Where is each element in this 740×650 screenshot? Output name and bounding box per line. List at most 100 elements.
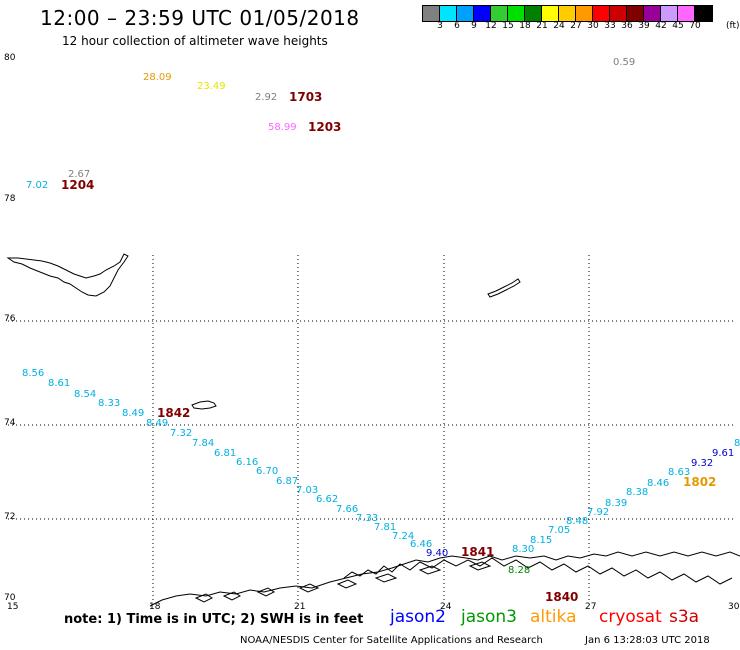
legend-label: 15 [502,21,514,31]
legend-label: 9 [471,21,477,31]
wave-height-value: 7.02 [26,180,48,191]
satellite-name-jason3: jason3 [461,607,517,627]
legend-swatch [593,6,610,21]
legend-label: 27 [570,21,582,31]
wave-height-value: 8.33 [98,398,120,409]
legend-swatch [491,6,508,21]
legend-swatch [440,6,457,21]
satellite-name-s3a: s3a [669,607,700,627]
wave-height-value: 9.32 [691,458,713,469]
longitude-label: 21 [294,602,305,612]
wave-height-value: 8.61 [48,378,70,389]
legend-label: 39 [638,21,650,31]
legend-swatch [525,6,542,21]
latitude-label: 74 [4,418,16,428]
norway-fjords [343,557,733,585]
legend-label: 33 [604,21,616,31]
longitude-label: 27 [585,602,596,612]
satellite-name-jason2: jason2 [390,607,446,627]
legend-swatch [695,6,712,21]
legend-swatch [457,6,474,21]
legend-swatch [559,6,576,21]
legend-label: 6 [454,21,460,31]
wave-height-value: 8.38 [626,487,648,498]
coastlines [6,253,740,607]
wave-height-value: 8.49 [122,408,144,419]
wave-height-value: 7.03 [296,485,318,496]
legend-swatch [644,6,661,21]
observation-time-label: 1703 [289,90,322,104]
legend-label: 30 [587,21,599,31]
latitude-label: 76 [4,314,16,324]
observation-time-label: 1203 [308,120,341,134]
norway-islands [194,561,492,603]
observation-labels: 28.09 23.49 2.92 0.59 58.99 2.67 7.02 8.56 8.61 8… [22,57,740,576]
observation-time-label: 1840 [545,590,578,604]
axis-labels: 15 18 21 24 27 30 80 78 76 74 72 70 [4,53,740,612]
wave-height-value: 7.33 [356,513,378,524]
svalbard-south-coast [6,253,129,297]
wave-height-value: 7.24 [392,531,414,542]
legend-swatch [576,6,593,21]
wave-height-value: 8.56 [22,368,44,379]
wave-height-value: 6.16 [236,457,258,468]
wave-height-value: 23.49 [197,81,226,92]
map-title: 12:00 – 23:59 UTC 01/05/2018 [40,6,360,30]
color-legend [422,5,713,22]
observation-time-label: 1841 [461,545,494,559]
satellite-name-cryosat: cryosat [599,607,662,627]
wave-height-value: 8.28 [508,565,530,576]
observation-time-label: 1802 [683,475,716,489]
wave-height-value: 6.46 [410,539,432,550]
wave-height-value: 9.61 [712,448,734,459]
norway-coast [149,551,740,607]
credit-date: Jan 6 13:28:03 UTC 2018 [585,635,710,646]
credit-line: NOAA/NESDIS Center for Satellite Applica… [240,635,543,646]
legend-label: 24 [553,21,565,31]
wave-height-value: 9.40 [426,548,448,559]
wave-height-value: 0.59 [613,57,635,68]
wave-height-value: 7.81 [374,522,396,533]
time-labels: 1703 1203 1204 1842 1841 1840 1802 [61,90,716,604]
legend-label: 70 [689,21,701,31]
satellite-name-altika: altika [530,607,577,627]
wave-height-value: 8.46 [647,478,669,489]
map-subtitle: 12 hour collection of altimeter wave hei… [62,34,328,48]
legend-swatch [627,6,644,21]
legend-swatch [678,6,695,21]
latitude-label: 78 [4,194,16,204]
latitude-label: 70 [4,593,16,603]
wave-height-value: 8.63 [668,467,690,478]
wave-height-value: 6.62 [316,494,338,505]
legend-label: 3 [437,21,443,31]
color-legend-labels: 3 6 9 12 15 18 21 24 27 30 33 36 39 42 45 70 [422,21,740,35]
bear-island [191,400,217,410]
longitude-label: 15 [7,602,18,612]
graticule [8,255,734,600]
latitude-label: 80 [4,53,16,63]
legend-swatch [474,6,491,21]
legend-label: 21 [536,21,548,31]
wave-height-value: 8.49 [146,418,168,429]
wave-height-value: 6.81 [214,448,236,459]
wave-height-value: 8.30 [512,544,534,555]
legend-label: 45 [672,21,684,31]
legend-label: 18 [519,21,531,31]
legend-swatch [661,6,678,21]
wave-height-value: 8.39 [605,498,627,509]
legend-swatch [508,6,525,21]
latitude-label: 72 [4,512,15,522]
wave-height-value: 8.54 [74,389,96,400]
longitude-label: 30 [728,602,740,612]
wave-height-value: 7.66 [336,504,358,515]
observation-time-label: 1204 [61,178,94,192]
wave-height-value: 7.84 [192,438,214,449]
wave-height-value: 7.92 [587,507,609,518]
wave-height-value: 28.09 [143,72,172,83]
legend-swatch [423,6,440,21]
observation-time-label: 1842 [157,406,190,420]
wave-height-value: 8.15 [530,535,552,546]
wave-height-value: 2.92 [255,92,277,103]
legend-label: 12 [485,21,497,31]
